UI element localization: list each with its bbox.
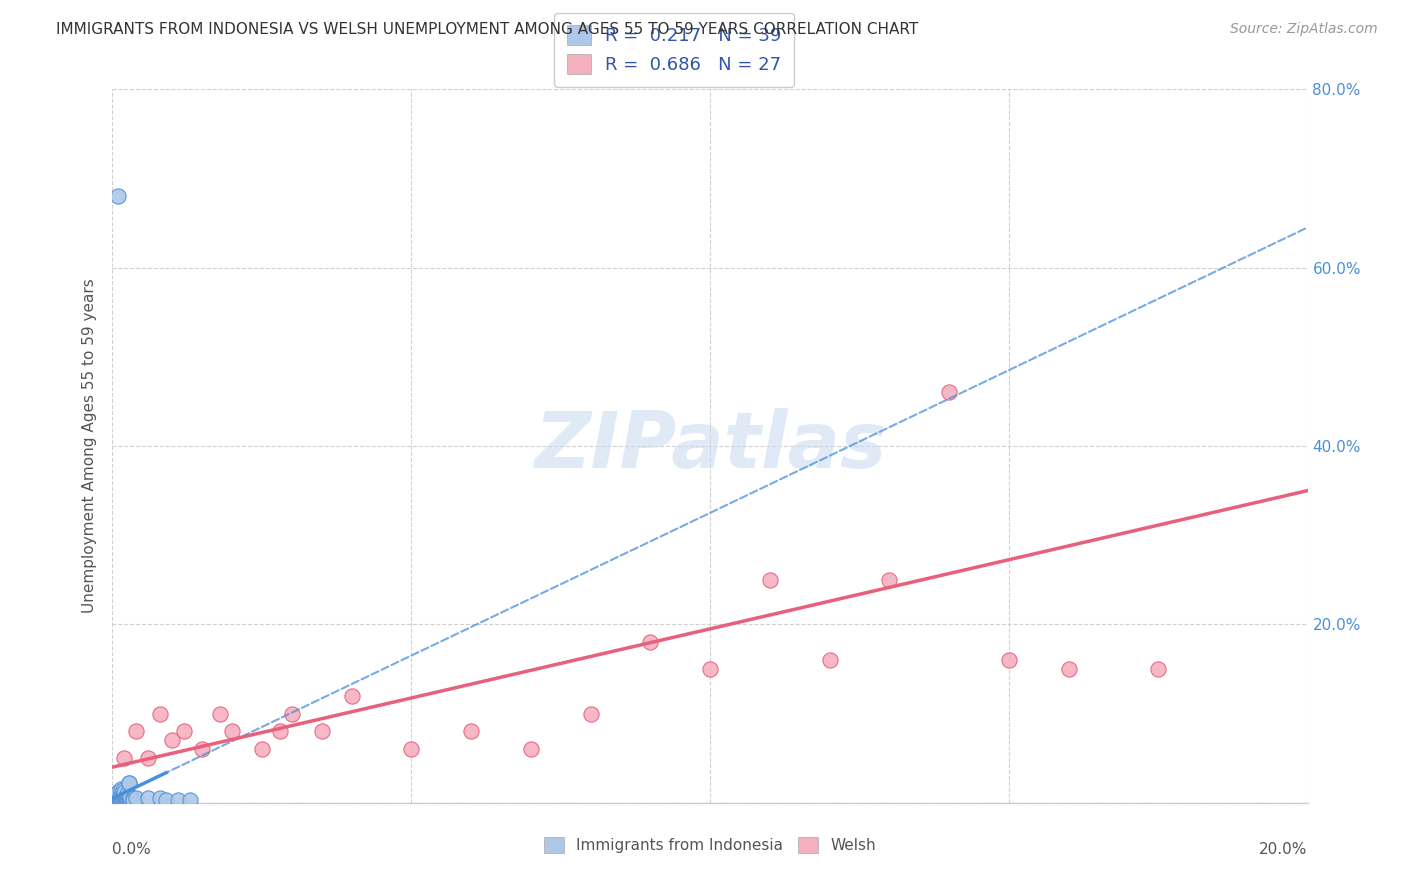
Point: [125, 791, 148, 805]
Point: [114, 790, 136, 805]
Point: [209, 706, 232, 721]
Point: [118, 789, 141, 803]
Point: [104, 791, 127, 805]
Point: [818, 653, 841, 667]
Point: [120, 793, 142, 807]
Point: [269, 724, 291, 739]
Point: [179, 793, 201, 807]
Point: [699, 662, 721, 676]
Point: [110, 782, 132, 797]
Point: [759, 573, 782, 587]
Legend: Immigrants from Indonesia, Welsh: Immigrants from Indonesia, Welsh: [538, 830, 882, 859]
Point: [112, 787, 135, 801]
Point: [138, 791, 160, 805]
Point: [520, 742, 543, 756]
Point: [112, 783, 135, 797]
Text: 0.0%: 0.0%: [112, 842, 152, 857]
Point: [122, 793, 145, 807]
Point: [1057, 662, 1080, 676]
Y-axis label: Unemployment Among Ages 55 to 59 years: Unemployment Among Ages 55 to 59 years: [82, 278, 97, 614]
Point: [162, 733, 183, 747]
Point: [155, 793, 177, 807]
Point: [173, 724, 195, 739]
Point: [114, 785, 135, 799]
Point: [311, 724, 333, 739]
Point: [401, 742, 423, 756]
Point: [122, 791, 145, 805]
Point: [117, 789, 139, 804]
Point: [107, 791, 129, 805]
Point: [112, 793, 135, 807]
Text: Source: ZipAtlas.com: Source: ZipAtlas.com: [1230, 22, 1378, 37]
Text: IMMIGRANTS FROM INDONESIA VS WELSH UNEMPLOYMENT AMONG AGES 55 TO 59 YEARS CORREL: IMMIGRANTS FROM INDONESIA VS WELSH UNEMP…: [56, 22, 918, 37]
Point: [107, 789, 129, 803]
Point: [114, 751, 135, 765]
Point: [149, 706, 172, 721]
Point: [110, 787, 132, 801]
Point: [117, 787, 139, 801]
Point: [105, 789, 128, 804]
Point: [118, 776, 141, 790]
Point: [117, 792, 139, 806]
Point: [250, 742, 273, 756]
Point: [107, 785, 129, 799]
Text: ZIPatlas: ZIPatlas: [534, 408, 886, 484]
Point: [104, 787, 127, 801]
Point: [460, 724, 482, 739]
Point: [281, 706, 304, 721]
Text: 20.0%: 20.0%: [1260, 842, 1308, 857]
Point: [120, 790, 142, 805]
Point: [118, 776, 141, 790]
Point: [118, 791, 141, 805]
Point: [938, 385, 960, 400]
Point: [114, 793, 136, 807]
Point: [114, 789, 135, 803]
Point: [640, 635, 662, 649]
Point: [105, 793, 128, 807]
Point: [149, 791, 172, 805]
Point: [138, 751, 160, 765]
Point: [221, 724, 243, 739]
Point: [107, 189, 129, 203]
Point: [1147, 662, 1170, 676]
Point: [879, 573, 901, 587]
Point: [340, 689, 363, 703]
Point: [108, 792, 131, 806]
Point: [114, 792, 135, 806]
Point: [998, 653, 1021, 667]
Point: [125, 724, 148, 739]
Point: [112, 790, 135, 805]
Point: [579, 706, 602, 721]
Point: [108, 789, 131, 804]
Point: [110, 791, 132, 805]
Point: [167, 793, 190, 807]
Point: [191, 742, 214, 756]
